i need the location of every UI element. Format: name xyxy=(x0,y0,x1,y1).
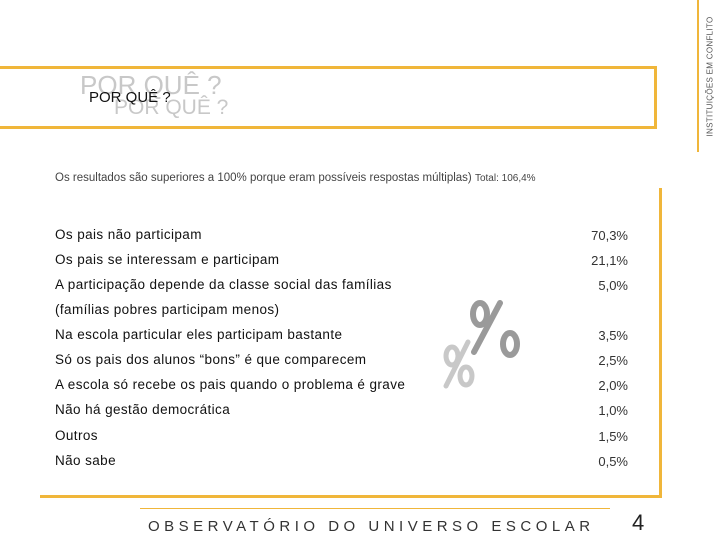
title-frame xyxy=(0,66,657,129)
list-item-label: A escola só recebe os pais quando o prob… xyxy=(55,377,406,392)
percent-icon xyxy=(443,300,520,389)
list-item-label: Não há gestão democrática xyxy=(55,402,231,417)
list-item-label: Os pais não participam xyxy=(55,227,202,242)
list-item-value: 1,5% xyxy=(598,429,628,444)
list-item-value: 5,0% xyxy=(598,278,628,293)
list-item-label: (famílias pobres participam menos) xyxy=(55,302,280,317)
list-item-label: Os pais se interessam e participam xyxy=(55,252,280,267)
list-item-label: Outros xyxy=(55,428,98,443)
results-note-text: Os resultados são superiores a 100% porq… xyxy=(55,172,472,184)
sidebar-label-text: INSTITUIÇÕES EM CONFLITO xyxy=(705,16,715,136)
list-item-value: 70,3% xyxy=(591,228,628,243)
list-item-value: 3,5% xyxy=(598,328,628,343)
list-item-value: 21,1% xyxy=(591,253,628,268)
results-note: Os resultados são superiores a 100% porq… xyxy=(55,172,536,184)
list-item-value: 1,0% xyxy=(598,403,628,418)
sidebar-label: INSTITUIÇÕES EM CONFLITO xyxy=(700,0,720,152)
page-title: POR QUÊ ? xyxy=(89,89,171,106)
list-item-value: 0,5% xyxy=(598,454,628,469)
list-item-label: A participação depende da classe social … xyxy=(55,277,392,292)
title-shadow-large: POR QUÊ ? xyxy=(80,70,222,100)
results-total: Total: 106,4% xyxy=(474,173,536,184)
content-frame xyxy=(40,188,662,498)
sidebar-divider xyxy=(697,0,699,152)
list-item-label: Na escola particular eles participam bas… xyxy=(55,327,343,342)
list-item-label: Só os pais dos alunos “bons” é que compa… xyxy=(55,352,367,367)
list-item-value: 2,5% xyxy=(598,353,628,368)
footer-divider xyxy=(140,508,610,509)
list-item-label: Não sabe xyxy=(55,453,116,468)
list-item-value: 2,0% xyxy=(598,378,628,393)
footer-brand: OBSERVATÓRIO DO UNIVERSO ESCOLAR xyxy=(148,518,595,535)
page-number: 4 xyxy=(632,510,645,535)
title-shadow-small: POR QUÊ ? xyxy=(114,96,229,119)
